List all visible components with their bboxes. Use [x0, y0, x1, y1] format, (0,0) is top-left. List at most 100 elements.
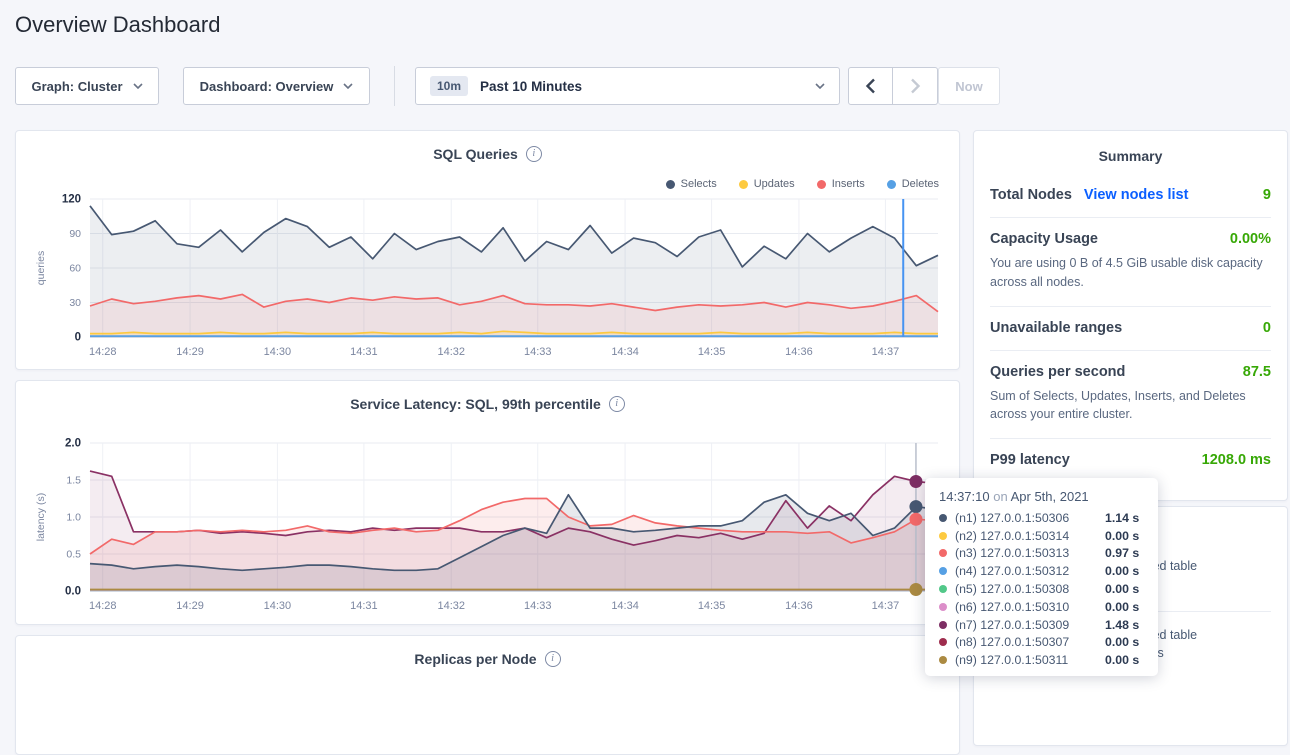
legend-item-deletes[interactable]: Deletes	[887, 178, 939, 190]
legend-dot-icon	[666, 180, 675, 189]
svg-text:14:36: 14:36	[785, 600, 813, 612]
sql-queries-card: SQL Queries i Selects Updates Inserts Delete…	[15, 130, 960, 370]
tooltip-node-value: 1.14 s	[1105, 511, 1139, 525]
svg-text:14:34: 14:34	[611, 600, 639, 612]
tooltip-node-value: 0.97 s	[1105, 546, 1139, 560]
svg-text:14:33: 14:33	[524, 600, 552, 612]
svg-text:1.0: 1.0	[66, 512, 81, 524]
tooltip-row: (n5) 127.0.0.1:503080.00 s	[939, 580, 1146, 598]
legend-item-inserts[interactable]: Inserts	[817, 178, 865, 190]
svg-text:14:30: 14:30	[264, 600, 292, 612]
svg-text:14:34: 14:34	[611, 346, 639, 358]
tooltip-node-address: (n4) 127.0.0.1:50312	[955, 564, 1105, 578]
summary-row-total-nodes: Total Nodes View nodes list 9	[990, 174, 1271, 218]
tooltip-node-address: (n1) 127.0.0.1:50306	[955, 511, 1105, 525]
svg-text:14:33: 14:33	[524, 346, 552, 358]
series-dot-icon	[939, 585, 947, 593]
chevron-down-icon	[343, 83, 353, 89]
capacity-usage-value: 0.00%	[1230, 231, 1271, 247]
tooltip-row: (n2) 127.0.0.1:503140.00 s	[939, 527, 1146, 545]
tooltip-node-address: (n9) 127.0.0.1:50311	[955, 653, 1105, 667]
time-nav-group	[848, 67, 938, 105]
svg-text:14:32: 14:32	[437, 600, 465, 612]
total-nodes-label: Total Nodes	[990, 187, 1072, 203]
tooltip-on-word: on	[993, 489, 1007, 504]
chevron-left-icon	[865, 78, 876, 94]
tooltip-node-value: 0.00 s	[1105, 653, 1139, 667]
series-dot-icon	[939, 549, 947, 557]
svg-text:14:31: 14:31	[350, 346, 378, 358]
svg-text:14:35: 14:35	[698, 600, 726, 612]
dashboard-dropdown[interactable]: Dashboard: Overview	[183, 67, 370, 105]
total-nodes-value: 9	[1263, 187, 1271, 203]
legend-label: Inserts	[832, 178, 865, 190]
tooltip-node-value: 0.00 s	[1105, 529, 1139, 543]
time-prev-button[interactable]	[848, 67, 893, 105]
svg-text:90: 90	[69, 228, 81, 240]
graph-dropdown-label: Graph: Cluster	[31, 79, 122, 94]
service-latency-title: Service Latency: SQL, 99th percentile	[350, 396, 601, 412]
p99-latency-label: P99 latency	[990, 452, 1070, 468]
time-next-button[interactable]	[893, 67, 938, 105]
summary-title: Summary	[974, 131, 1287, 174]
svg-text:60: 60	[69, 263, 81, 275]
now-button-label: Now	[955, 79, 982, 94]
tooltip-node-address: (n3) 127.0.0.1:50313	[955, 546, 1105, 560]
svg-text:14:28: 14:28	[89, 600, 117, 612]
tooltip-node-value: 0.00 s	[1105, 582, 1139, 596]
sql-queries-title: SQL Queries	[433, 146, 518, 162]
series-dot-icon	[939, 621, 947, 629]
tooltip-node-address: (n8) 127.0.0.1:50307	[955, 635, 1105, 649]
tooltip-node-address: (n7) 127.0.0.1:50309	[955, 618, 1105, 632]
summary-row-unavailable-ranges: Unavailable ranges 0	[990, 307, 1271, 351]
sql-queries-chart[interactable]: 030609012014:2814:2914:3014:3114:3214:33…	[30, 191, 948, 363]
tooltip-node-address: (n2) 127.0.0.1:50314	[955, 529, 1105, 543]
chevron-down-icon	[133, 83, 143, 89]
dashboard-dropdown-label: Dashboard: Overview	[200, 79, 334, 94]
info-icon[interactable]: i	[545, 651, 561, 667]
svg-text:latency (s): latency (s)	[35, 493, 47, 541]
toolbar-divider	[394, 66, 395, 106]
tooltip-node-value: 0.00 s	[1105, 564, 1139, 578]
view-nodes-list-link[interactable]: View nodes list	[1084, 187, 1189, 203]
series-dot-icon	[939, 638, 947, 646]
qps-label: Queries per second	[990, 364, 1125, 380]
legend-item-updates[interactable]: Updates	[739, 178, 795, 190]
series-dot-icon	[939, 603, 947, 611]
tooltip-row: (n6) 127.0.0.1:503100.00 s	[939, 598, 1146, 616]
unavailable-ranges-label: Unavailable ranges	[990, 320, 1122, 336]
chevron-down-icon	[815, 83, 825, 89]
svg-text:0.5: 0.5	[66, 549, 81, 561]
series-dot-icon	[939, 656, 947, 664]
svg-text:14:35: 14:35	[698, 346, 726, 358]
qps-description: Sum of Selects, Updates, Inserts, and De…	[990, 387, 1271, 425]
tooltip-row: (n7) 127.0.0.1:503091.48 s	[939, 616, 1146, 634]
service-latency-chart[interactable]: 0.00.51.01.52.014:2814:2914:3014:3114:32…	[30, 435, 948, 617]
svg-text:120: 120	[62, 194, 81, 206]
legend-label: Selects	[681, 178, 717, 190]
legend-item-selects[interactable]: Selects	[666, 178, 717, 190]
capacity-usage-label: Capacity Usage	[990, 231, 1098, 247]
service-latency-card: Service Latency: SQL, 99th percentile i 0…	[15, 380, 960, 625]
time-range-badge: 10m	[430, 76, 468, 96]
svg-text:0.0: 0.0	[65, 586, 81, 598]
svg-text:14:37: 14:37	[872, 346, 900, 358]
tooltip-node-address: (n5) 127.0.0.1:50308	[955, 582, 1105, 596]
time-range-dropdown[interactable]: 10m Past 10 Minutes	[415, 67, 840, 105]
svg-text:14:31: 14:31	[350, 600, 378, 612]
graph-dropdown[interactable]: Graph: Cluster	[15, 67, 159, 105]
legend-dot-icon	[817, 180, 826, 189]
info-icon[interactable]: i	[609, 396, 625, 412]
now-button[interactable]: Now	[938, 67, 1000, 105]
qps-value: 87.5	[1243, 364, 1271, 380]
chart-hover-tooltip: 14:37:10 on Apr 5th, 2021 (n1) 127.0.0.1…	[925, 478, 1158, 676]
legend-label: Deletes	[902, 178, 939, 190]
tooltip-rows: (n1) 127.0.0.1:503061.14 s(n2) 127.0.0.1…	[939, 509, 1146, 669]
svg-text:queries: queries	[35, 251, 47, 285]
replicas-per-node-title: Replicas per Node	[414, 651, 536, 667]
legend-dot-icon	[887, 180, 896, 189]
info-icon[interactable]: i	[526, 146, 542, 162]
tooltip-row: (n8) 127.0.0.1:503070.00 s	[939, 634, 1146, 652]
series-dot-icon	[939, 532, 947, 540]
svg-text:14:29: 14:29	[176, 600, 204, 612]
